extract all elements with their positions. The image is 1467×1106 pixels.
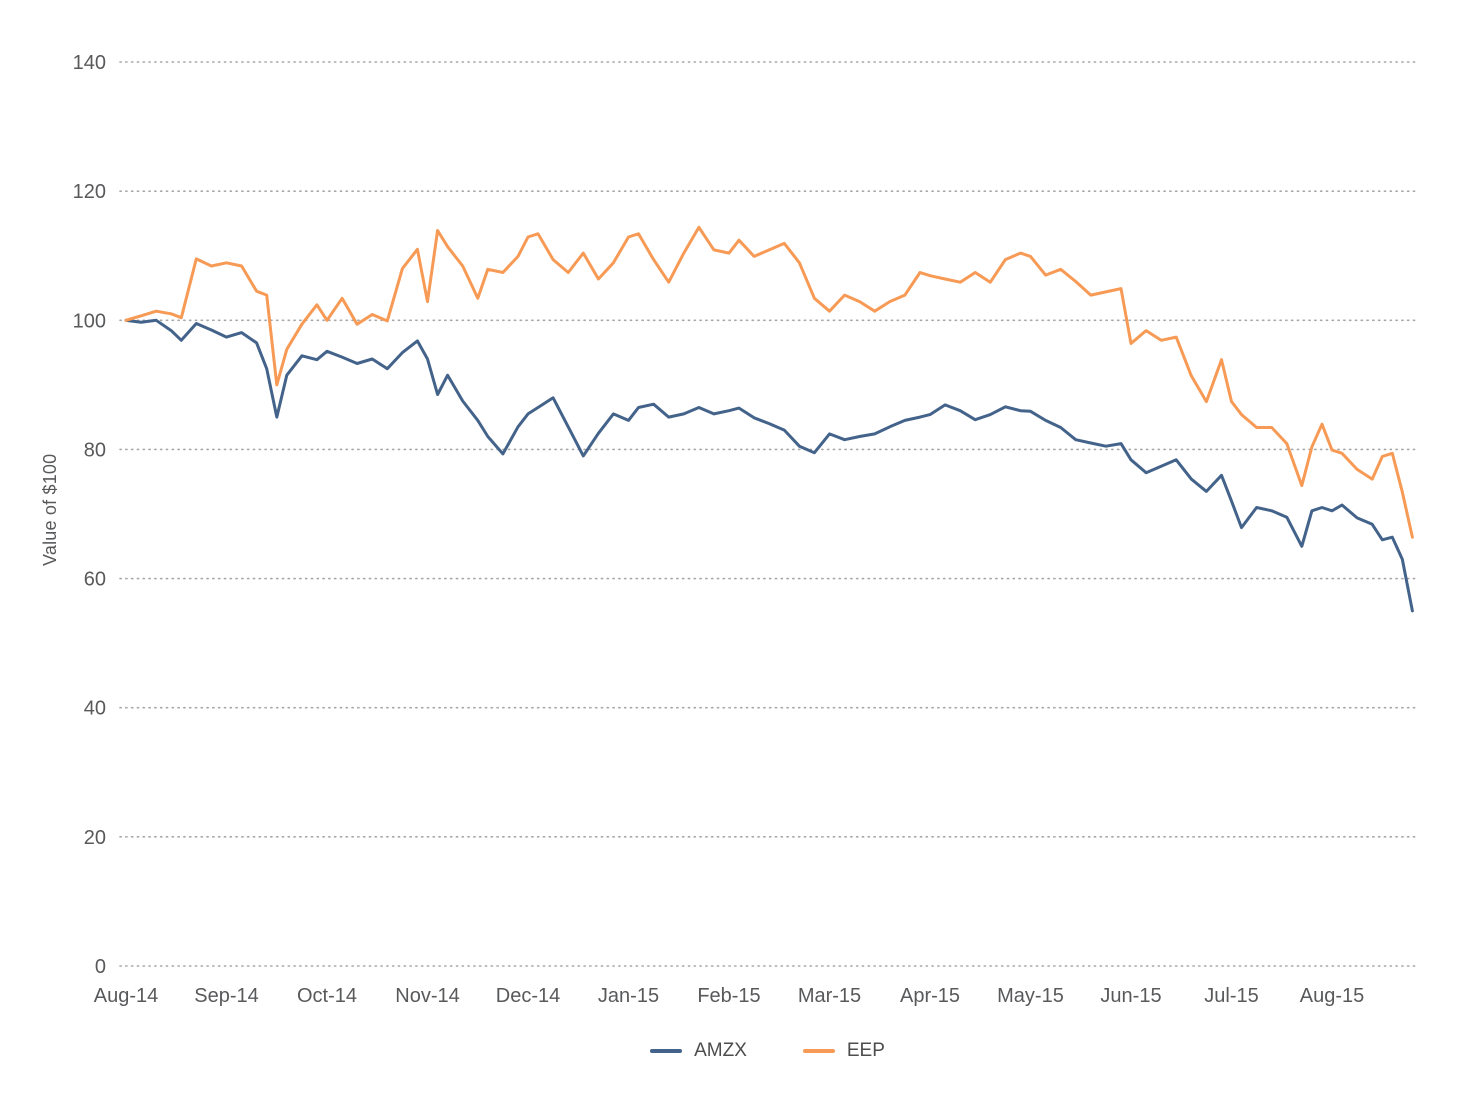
svg-text:Nov-14: Nov-14 [395, 985, 459, 1007]
svg-text:140: 140 [73, 52, 106, 74]
legend-label-eep: EEP [846, 1040, 885, 1061]
legend-label-amzx: AMZX [694, 1040, 747, 1061]
svg-text:Sep-14: Sep-14 [194, 985, 259, 1007]
svg-text:Mar-15: Mar-15 [798, 985, 861, 1007]
amzx-line-swatch [650, 1049, 683, 1053]
svg-text:Aug-15: Aug-15 [1300, 985, 1365, 1007]
svg-text:80: 80 [84, 439, 106, 461]
svg-text:Feb-15: Feb-15 [697, 985, 760, 1007]
y-axis-labels: 0 20 40 60 80 100 120 140 [73, 52, 106, 978]
eep-line-swatch [802, 1049, 835, 1053]
svg-text:Dec-14: Dec-14 [496, 985, 560, 1007]
legend-item-amzx: AMZX [650, 1040, 747, 1062]
svg-text:Apr-15: Apr-15 [900, 985, 960, 1007]
svg-text:Jul-15: Jul-15 [1204, 985, 1258, 1007]
gridlines [119, 61, 1416, 967]
svg-text:Oct-14: Oct-14 [297, 985, 357, 1007]
svg-text:60: 60 [84, 569, 106, 591]
svg-text:Jun-15: Jun-15 [1100, 985, 1161, 1007]
svg-text:Aug-14: Aug-14 [94, 985, 159, 1007]
y-axis-title: Value of $100 [40, 453, 60, 567]
legend-item-eep: EEP [802, 1040, 885, 1062]
svg-text:100: 100 [73, 310, 106, 332]
svg-text:May-15: May-15 [997, 985, 1064, 1007]
svg-text:20: 20 [84, 827, 106, 849]
svg-text:120: 120 [73, 181, 106, 203]
legend: AMZX EEP [120, 1040, 1415, 1062]
x-axis-labels: Aug-14 Sep-14 Oct-14 Nov-14 Dec-14 Jan-15 Feb-… [94, 985, 1365, 1007]
svg-text:40: 40 [84, 698, 106, 720]
series-lines [124, 225, 1414, 613]
svg-text:Jan-15: Jan-15 [598, 985, 659, 1007]
svg-text:0: 0 [95, 956, 106, 978]
